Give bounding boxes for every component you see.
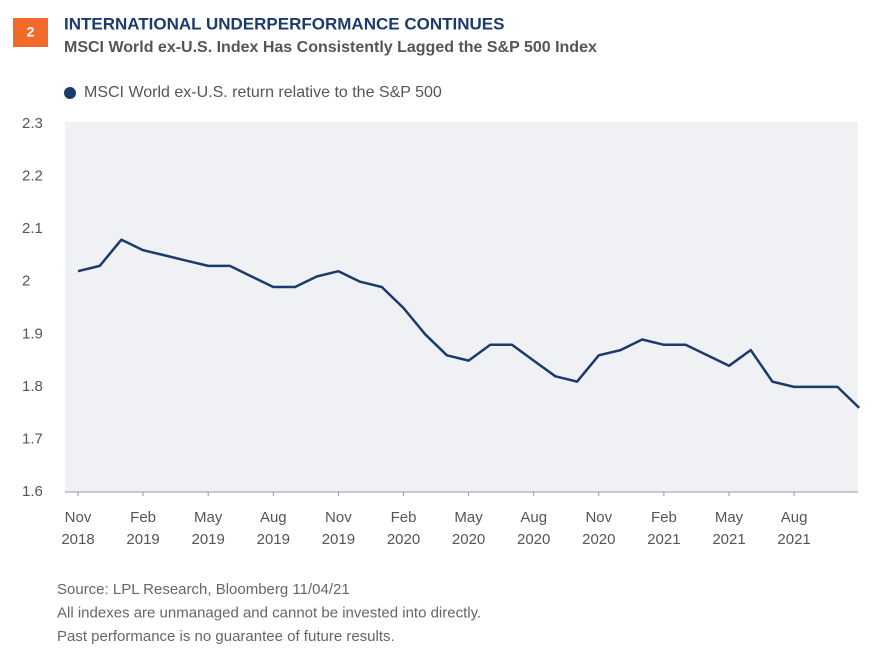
y-tick-label: 2.2 <box>22 168 43 185</box>
y-tick-label: 2 <box>22 273 30 290</box>
figure-number: 2 <box>27 24 35 40</box>
plot-area <box>65 122 858 492</box>
x-tick-label: Aug <box>520 509 547 526</box>
x-tick-label: Feb <box>391 509 417 526</box>
figure-badge <box>13 18 48 47</box>
x-tick-label: May <box>194 509 223 526</box>
x-tick-label: Nov <box>585 509 612 526</box>
series-line <box>77 238 861 409</box>
legend-marker <box>64 87 76 99</box>
y-tick-label: 1.7 <box>22 430 43 447</box>
y-tick-label: 1.8 <box>22 378 43 395</box>
x-tick-label: Feb <box>651 509 677 526</box>
x-tick-label: Nov <box>65 509 92 526</box>
x-tick-label: Aug <box>260 509 287 526</box>
footnote: Source: LPL Research, Bloomberg 11/04/21 <box>57 581 350 598</box>
y-tick-label: 2.1 <box>22 220 43 237</box>
x-tick-label: 2019 <box>126 531 159 548</box>
x-tick-label: 2020 <box>517 531 550 548</box>
x-tick-label: 2021 <box>647 531 680 548</box>
legend-label: MSCI World ex-U.S. return relative to th… <box>84 84 442 101</box>
x-tick-label: 2021 <box>777 531 810 548</box>
x-tick-label: May <box>454 509 483 526</box>
x-tick-label: 2019 <box>192 531 225 548</box>
x-tick-label: May <box>715 509 744 526</box>
y-tick-label: 1.9 <box>22 325 43 342</box>
y-tick-label: 1.6 <box>22 483 43 500</box>
footnote: All indexes are unmanaged and cannot be … <box>57 604 481 621</box>
footnote: Past performance is no guarantee of futu… <box>57 628 395 645</box>
chart-subtitle: MSCI World ex-U.S. Index Has Consistentl… <box>64 39 597 56</box>
y-tick-label: 2.3 <box>22 115 43 132</box>
x-tick-label: 2018 <box>61 531 94 548</box>
x-tick-label: 2019 <box>257 531 290 548</box>
x-tick-label: 2020 <box>582 531 615 548</box>
x-tick-label: 2021 <box>712 531 745 548</box>
x-tick-label: Aug <box>781 509 808 526</box>
chart-title: INTERNATIONAL UNDERPERFORMANCE CONTINUES <box>64 14 504 33</box>
x-tick-label: 2019 <box>322 531 355 548</box>
x-tick-label: Nov <box>325 509 352 526</box>
x-tick-label: 2020 <box>452 531 485 548</box>
x-tick-label: 2020 <box>387 531 420 548</box>
x-tick-label: Feb <box>130 509 156 526</box>
